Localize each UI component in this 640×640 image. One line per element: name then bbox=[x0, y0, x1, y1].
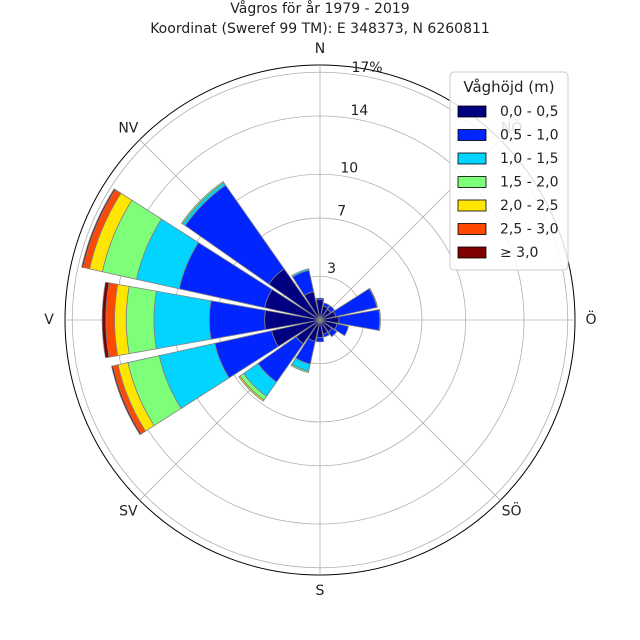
legend: Våghöjd (m) 0,0 - 0,5 0,5 - 1,0 1,0 - 1,5 1,… bbox=[449, 71, 569, 271]
bar-ÖNÖ-series-2 bbox=[368, 287, 379, 308]
legend-swatch bbox=[457, 246, 487, 259]
radial-tick-label: 3 bbox=[327, 261, 336, 277]
legend-label: ≥ 3,0 bbox=[500, 245, 538, 261]
direction-label-N: N bbox=[315, 41, 325, 57]
direction-label-NV: NV bbox=[118, 120, 138, 136]
direction-label-S: S bbox=[316, 583, 325, 599]
bar-NÖ-series-1 bbox=[326, 305, 335, 314]
bar-V-series-1 bbox=[208, 300, 266, 340]
legend-swatch bbox=[457, 152, 487, 165]
grid-spoke bbox=[319, 319, 501, 501]
legend-swatch bbox=[457, 199, 487, 212]
legend-swatch bbox=[457, 129, 487, 141]
bar-V-series-3 bbox=[125, 285, 157, 355]
direction-label-V: V bbox=[44, 312, 54, 328]
legend-label: 1,5 - 2,0 bbox=[500, 175, 558, 191]
bar-SSÖ-series-1 bbox=[322, 331, 330, 338]
radial-tick-label: 14 bbox=[351, 103, 369, 119]
bar-SV-series-4 bbox=[238, 375, 265, 402]
bar-Ö-series-2 bbox=[378, 309, 381, 331]
bar-SSV-series-3 bbox=[290, 363, 310, 374]
legend-box bbox=[449, 71, 569, 271]
direction-label-SV: SV bbox=[119, 504, 138, 520]
radial-tick-label: 17% bbox=[351, 60, 382, 76]
bar-VNV-series-6 bbox=[81, 188, 116, 268]
legend-swatch bbox=[457, 223, 487, 235]
chart-title: Vågros för år 1979 - 2019 bbox=[230, 0, 409, 17]
bar-VSV-series-6 bbox=[111, 365, 142, 436]
legend-label: 2,5 - 3,0 bbox=[500, 222, 558, 238]
legend-label: 0,5 - 1,0 bbox=[500, 128, 558, 144]
chart-subtitle: Koordinat (Sweref 99 TM): E 348373, N 62… bbox=[150, 21, 490, 37]
bar-V-series-2 bbox=[153, 290, 212, 350]
legend-title: Våghöjd (m) bbox=[463, 78, 554, 96]
bar-ÖSÖ-series-1 bbox=[334, 323, 349, 337]
direction-label-SÖ: SÖ bbox=[502, 502, 522, 520]
legend-swatch bbox=[457, 105, 487, 118]
radial-tick-label: 7 bbox=[337, 204, 346, 220]
legend-swatch bbox=[457, 176, 487, 188]
radial-tick-label: 10 bbox=[340, 160, 358, 176]
legend-label: 2,0 - 2,5 bbox=[500, 198, 558, 214]
bar-SÖ-series-1 bbox=[327, 327, 338, 338]
bar-NV-series-3 bbox=[180, 180, 225, 225]
bar-S-series-1 bbox=[315, 336, 325, 343]
radial-labels: 3 7 10 14 17% bbox=[327, 60, 382, 277]
bar-NNÖ-series-1 bbox=[322, 302, 330, 309]
bar-N-series-1 bbox=[315, 297, 325, 301]
bars-layer bbox=[81, 180, 381, 436]
bar-NNV-series-2 bbox=[291, 268, 310, 278]
legend-label: 1,0 - 1,5 bbox=[500, 151, 558, 167]
direction-label-Ö: Ö bbox=[585, 310, 596, 328]
bar-V-series-6 bbox=[101, 281, 110, 359]
legend-label: 0,0 - 0,5 bbox=[500, 104, 558, 120]
